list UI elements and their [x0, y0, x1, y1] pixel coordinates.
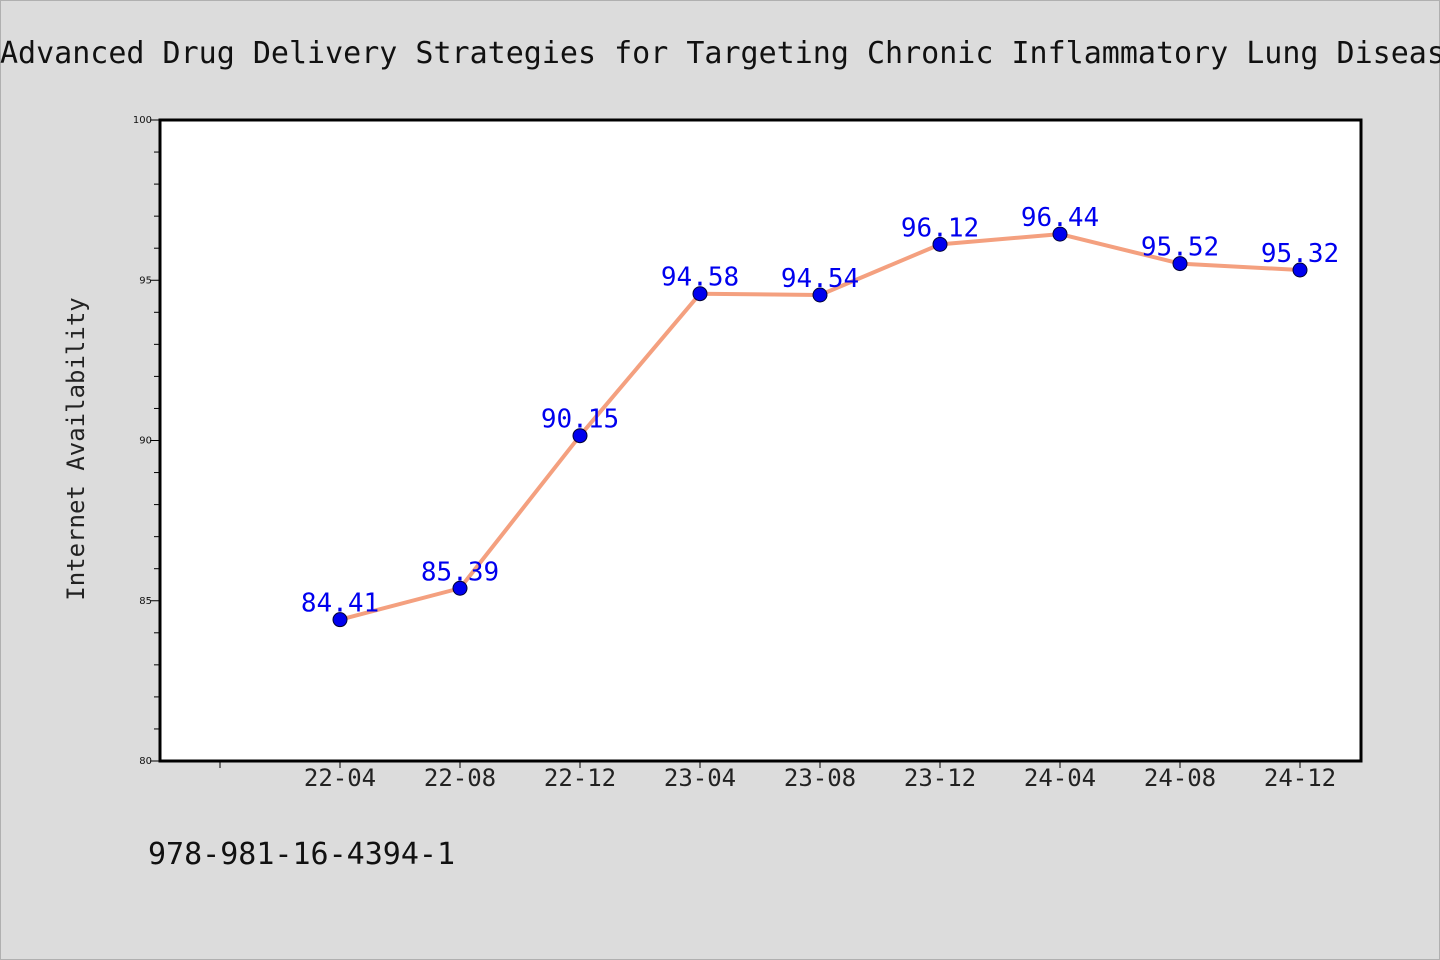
data-point	[1172, 256, 1188, 272]
data-label: 95.32	[1261, 239, 1339, 269]
data-point	[452, 580, 468, 596]
data-label: 90.15	[541, 405, 619, 435]
data-point	[332, 612, 348, 628]
y-tick-label: 85	[139, 596, 152, 607]
data-label: 96.44	[1021, 203, 1099, 233]
data-label: 85.39	[421, 557, 499, 587]
x-tick-label: 23-12	[904, 764, 976, 792]
data-point	[1292, 262, 1308, 278]
x-tick-label: 23-04	[664, 764, 736, 792]
x-tick-label: 24-04	[1024, 764, 1096, 792]
y-tick-label: 100	[133, 115, 152, 126]
data-label: 94.58	[661, 263, 739, 293]
data-label: 94.54	[781, 264, 859, 294]
x-tick-label: 22-04	[304, 764, 376, 792]
data-point	[812, 287, 828, 303]
data-point	[572, 428, 588, 444]
x-tick-label: 22-08	[424, 764, 496, 792]
data-label: 96.12	[901, 213, 979, 243]
data-point	[1052, 226, 1068, 242]
x-tick-label: 24-12	[1264, 764, 1336, 792]
x-tick-label: 23-08	[784, 764, 856, 792]
data-label: 95.52	[1141, 233, 1219, 263]
chart-title: Advanced Drug Delivery Strategies for Ta…	[0, 36, 1440, 71]
y-axis-label: Internet Availability	[62, 297, 90, 600]
x-tick-label: 22-12	[544, 764, 616, 792]
plot-area	[158, 118, 1363, 763]
data-point	[692, 286, 708, 302]
y-tick-label: 95	[139, 275, 152, 286]
isbn-footer: 978-981-16-4394-1	[148, 837, 455, 872]
y-tick-label: 80	[139, 756, 152, 767]
data-point	[932, 236, 948, 252]
data-label: 84.41	[301, 589, 379, 619]
y-tick-label: 90	[139, 436, 152, 447]
x-tick-label: 24-08	[1144, 764, 1216, 792]
